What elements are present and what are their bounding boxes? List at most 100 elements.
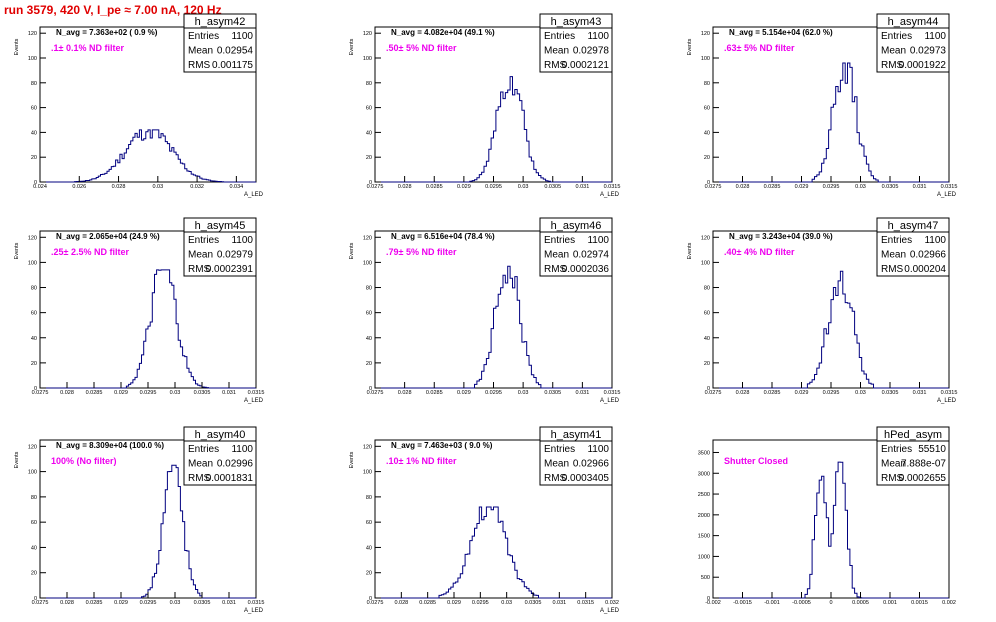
filter-annotation: .40± 4% ND filter [724, 247, 795, 257]
x-tick-label: 0.0315 [941, 390, 958, 396]
x-tick-label: 0.028 [736, 184, 750, 190]
x-tick-label: 0.028 [736, 390, 750, 396]
x-tick-label: 0.031 [575, 184, 589, 190]
y-tick-label: 40 [704, 130, 710, 136]
y-tick-label: 80 [366, 286, 372, 292]
histogram-name: hPed_asym [884, 429, 942, 441]
y-tick-label: 40 [366, 545, 372, 551]
x-tick-label: 0.001 [883, 600, 897, 606]
stats-key: Entries [188, 31, 219, 42]
x-tick-label: 0.0295 [140, 390, 157, 396]
x-tick-label: 0.028 [398, 184, 412, 190]
y-tick-label: 0 [707, 386, 710, 392]
navg-label: N_avg = 7.363e+02 ( 0.9 %) [56, 28, 158, 37]
stats-value: 0.001175 [212, 60, 253, 71]
stats-value: 1100 [587, 444, 609, 455]
x-tick-label: 0.026 [72, 184, 86, 190]
stats-box [539, 13, 613, 73]
stats-value: 1100 [231, 235, 253, 246]
y-tick-label: 120 [363, 31, 372, 37]
x-tick-label: 0.0275 [32, 390, 49, 396]
stats-key: Mean [544, 250, 569, 261]
histogram-series [375, 506, 612, 599]
x-axis-title: A_LED [937, 398, 957, 404]
y-tick-label: 20 [366, 155, 372, 161]
stats-value: 0.0002655 [899, 473, 947, 484]
x-tick-label: 0.0275 [367, 600, 384, 606]
y-tick-label: 500 [701, 575, 710, 581]
x-tick-label: 0.0275 [705, 184, 722, 190]
x-tick-label: 0.03 [501, 600, 512, 606]
x-tick-label: 0.024 [33, 184, 47, 190]
y-tick-label: 20 [31, 571, 37, 577]
histogram-panel: 0.0275 0.028 0.0285 0.029 0.0295 0.03 0.0305 0.… [14, 217, 264, 404]
navg-label: N_avg = 8.309e+04 (100.0 %) [56, 441, 164, 450]
y-tick-label: 60 [366, 520, 372, 526]
x-tick-label: 0.0295 [472, 600, 489, 606]
x-tick-label: 0.0285 [86, 600, 103, 606]
stats-value: 0.0001831 [206, 473, 254, 484]
x-tick-label: 0.0315 [941, 184, 958, 190]
y-tick-label: 80 [704, 81, 710, 87]
y-tick-label: 120 [363, 444, 372, 450]
x-tick-label: 0.0275 [705, 390, 722, 396]
histogram-name: h_asym46 [551, 220, 602, 232]
x-tick-label: 0.0305 [544, 184, 561, 190]
y-tick-label: 120 [701, 31, 710, 37]
filter-annotation: .10± 1% ND filter [386, 456, 457, 466]
stats-key: Entries [544, 444, 575, 455]
histogram-panel: 0.0275 0.028 0.0285 0.029 0.0295 0.03 0.0305 0.… [687, 217, 958, 404]
stats-value: 1100 [924, 31, 946, 42]
histogram-name: h_asym40 [195, 429, 246, 441]
stats-box [876, 426, 950, 486]
x-tick-label: 0.0005 [852, 600, 869, 606]
x-tick-label: 0.0295 [823, 184, 840, 190]
y-tick-label: 1000 [698, 554, 710, 560]
x-tick-label: 0.0285 [86, 390, 103, 396]
x-tick-label: 0.0015 [911, 600, 928, 606]
y-tick-label: 1500 [698, 534, 710, 540]
x-tick-label: 0.029 [447, 600, 461, 606]
filter-annotation: 100% (No filter) [51, 456, 117, 466]
y-tick-label: 3500 [698, 450, 710, 456]
navg-label: N_avg = 7.463e+03 ( 9.0 %) [391, 441, 493, 450]
x-tick-label: 0.032 [605, 600, 619, 606]
y-tick-label: 80 [31, 495, 37, 501]
y-tick-label: 60 [704, 106, 710, 112]
x-tick-label: -0.001 [764, 600, 780, 606]
stats-box [876, 13, 950, 73]
histogram-panel: 0.024 0.026 0.028 0.03 0.032 0.034 0 20 40 60 80 10… [14, 13, 264, 198]
filter-annotation: .79± 5% ND filter [386, 247, 457, 257]
y-tick-label: 120 [28, 31, 37, 37]
x-axis-title: A_LED [600, 192, 620, 198]
navg-label: N_avg = 6.516e+04 (78.4 %) [391, 232, 495, 241]
x-tick-label: 0.03 [518, 184, 529, 190]
y-tick-label: 2500 [698, 492, 710, 498]
filter-annotation: .63± 5% ND filter [724, 43, 795, 53]
histogram-series [713, 62, 949, 183]
stats-key: Entries [544, 31, 575, 42]
x-axis-title: A_LED [244, 398, 264, 404]
y-tick-label: 20 [31, 155, 37, 161]
x-tick-label: 0.029 [457, 184, 471, 190]
page-title: run 3579, 420 V, I_pe ≈ 7.00 nA, 120 Hz [4, 3, 222, 17]
stats-key: RMS [188, 264, 211, 275]
y-tick-label: 20 [366, 361, 372, 367]
y-tick-label: 100 [28, 56, 37, 62]
stats-value: 0.0003405 [562, 473, 610, 484]
y-tick-label: 40 [31, 130, 37, 136]
stats-key: RMS [881, 264, 904, 275]
x-tick-label: 0.0275 [32, 600, 49, 606]
y-tick-label: 60 [366, 311, 372, 317]
y-tick-label: 40 [704, 336, 710, 342]
y-tick-label: 40 [31, 545, 37, 551]
y-tick-label: 120 [28, 444, 37, 450]
stats-key: RMS [188, 60, 211, 71]
x-tick-label: 0.029 [114, 600, 128, 606]
stats-key: Mean [188, 459, 213, 470]
y-tick-label: 40 [366, 336, 372, 342]
y-tick-label: 60 [31, 106, 37, 112]
histogram-panel: 0.0275 0.028 0.0285 0.029 0.0295 0.03 0.0305 0.… [14, 426, 264, 614]
x-axis-title: A_LED [244, 192, 264, 198]
